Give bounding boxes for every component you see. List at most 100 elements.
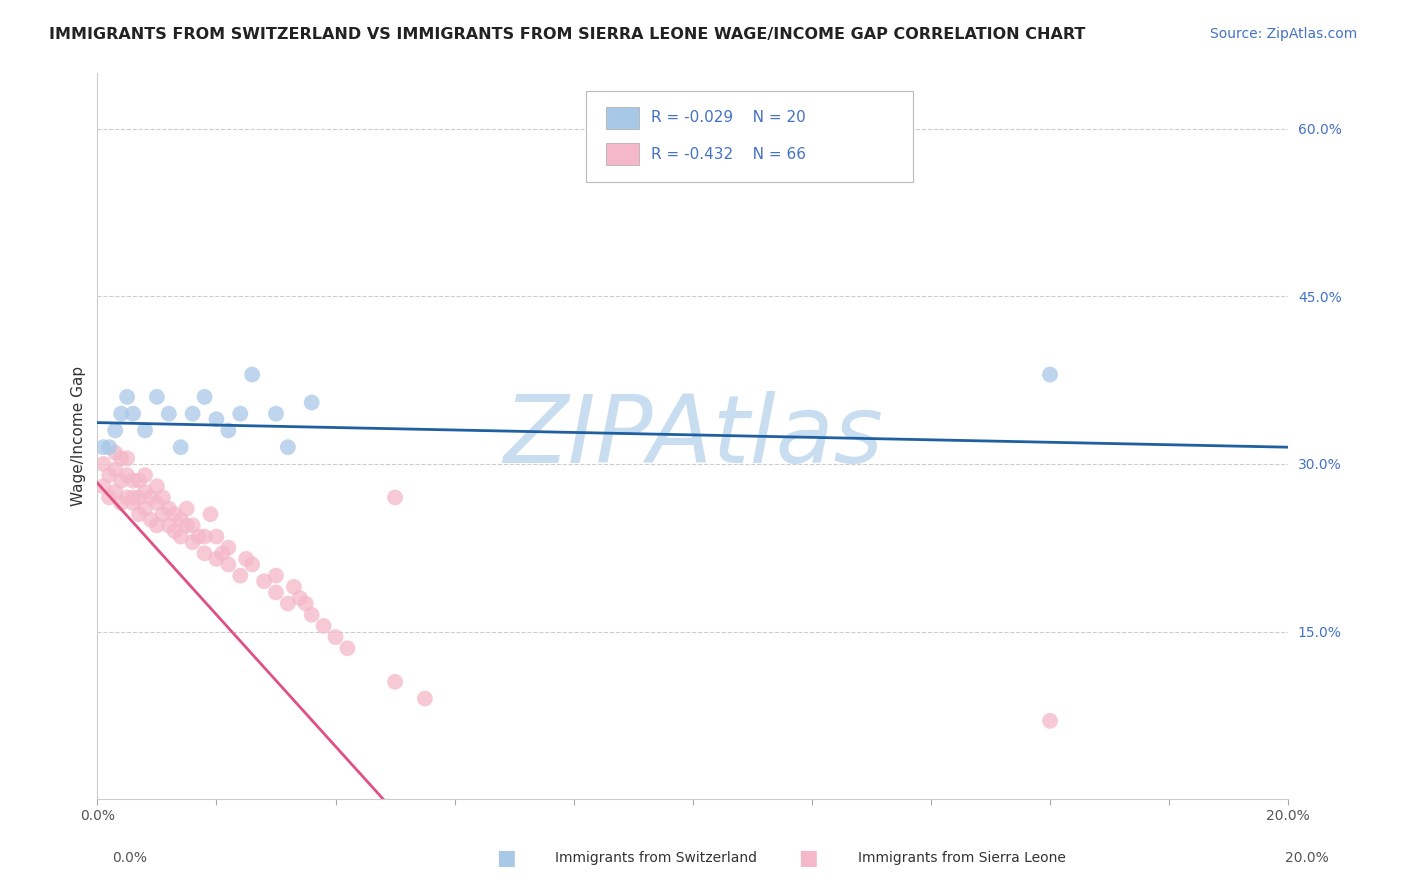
Point bbox=[157, 407, 180, 421]
Y-axis label: Wage/Income Gap: Wage/Income Gap bbox=[72, 366, 86, 506]
Point bbox=[110, 451, 132, 466]
Point bbox=[163, 524, 186, 538]
Point bbox=[146, 479, 169, 493]
Point bbox=[217, 558, 239, 572]
Point bbox=[193, 546, 215, 560]
Point bbox=[134, 484, 156, 499]
Point bbox=[110, 474, 132, 488]
Text: 0.0%: 0.0% bbox=[112, 851, 148, 865]
Point bbox=[152, 507, 174, 521]
Point bbox=[187, 530, 209, 544]
Point bbox=[336, 641, 359, 656]
Point bbox=[229, 407, 252, 421]
Point bbox=[240, 368, 263, 382]
Point bbox=[217, 541, 239, 555]
Point bbox=[325, 630, 347, 644]
Point bbox=[229, 568, 252, 582]
Point bbox=[152, 491, 174, 505]
Point bbox=[104, 462, 127, 476]
Point bbox=[122, 407, 145, 421]
Bar bbox=[606, 107, 640, 128]
Text: Immigrants from Switzerland: Immigrants from Switzerland bbox=[555, 851, 758, 865]
Point bbox=[91, 457, 114, 471]
Point bbox=[205, 552, 228, 566]
Text: R = -0.029    N = 20: R = -0.029 N = 20 bbox=[651, 111, 806, 126]
Point bbox=[163, 507, 186, 521]
Point bbox=[200, 507, 222, 521]
Point bbox=[98, 468, 121, 483]
Point bbox=[146, 518, 169, 533]
Point bbox=[146, 390, 169, 404]
Point bbox=[157, 518, 180, 533]
Point bbox=[176, 518, 198, 533]
Text: IMMIGRANTS FROM SWITZERLAND VS IMMIGRANTS FROM SIERRA LEONE WAGE/INCOME GAP CORR: IMMIGRANTS FROM SWITZERLAND VS IMMIGRANT… bbox=[49, 27, 1085, 42]
Text: Immigrants from Sierra Leone: Immigrants from Sierra Leone bbox=[858, 851, 1066, 865]
Point bbox=[283, 580, 305, 594]
Point bbox=[128, 474, 150, 488]
Point bbox=[312, 619, 335, 633]
Point bbox=[139, 513, 162, 527]
Point bbox=[205, 530, 228, 544]
Point bbox=[288, 591, 311, 605]
Point bbox=[264, 585, 287, 599]
Point bbox=[134, 501, 156, 516]
Point bbox=[115, 451, 138, 466]
Point bbox=[157, 501, 180, 516]
Point bbox=[115, 468, 138, 483]
Point bbox=[122, 474, 145, 488]
Point bbox=[104, 424, 127, 438]
Point bbox=[181, 535, 204, 549]
Point bbox=[128, 491, 150, 505]
Point bbox=[91, 479, 114, 493]
Text: Source: ZipAtlas.com: Source: ZipAtlas.com bbox=[1209, 27, 1357, 41]
Point bbox=[122, 496, 145, 510]
Point bbox=[277, 597, 299, 611]
Point bbox=[104, 484, 127, 499]
Point bbox=[181, 518, 204, 533]
Point bbox=[294, 597, 316, 611]
Point bbox=[211, 546, 233, 560]
Point bbox=[134, 468, 156, 483]
Point bbox=[301, 395, 323, 409]
Point bbox=[193, 390, 215, 404]
Point bbox=[170, 530, 193, 544]
Point bbox=[110, 496, 132, 510]
Point bbox=[115, 491, 138, 505]
FancyBboxPatch shape bbox=[585, 91, 912, 182]
Point bbox=[384, 674, 406, 689]
Point bbox=[217, 424, 239, 438]
Point bbox=[146, 496, 169, 510]
Point bbox=[264, 568, 287, 582]
Point bbox=[139, 491, 162, 505]
Point bbox=[277, 440, 299, 454]
Point bbox=[128, 507, 150, 521]
Point bbox=[104, 446, 127, 460]
Point bbox=[413, 691, 436, 706]
Point bbox=[176, 501, 198, 516]
Text: ZIPAtlas: ZIPAtlas bbox=[503, 391, 883, 482]
Point bbox=[193, 530, 215, 544]
Point bbox=[301, 607, 323, 622]
Point bbox=[170, 440, 193, 454]
Point bbox=[98, 440, 121, 454]
Point bbox=[91, 440, 114, 454]
Point bbox=[110, 407, 132, 421]
Point bbox=[253, 574, 276, 589]
Point bbox=[170, 513, 193, 527]
Point bbox=[98, 491, 121, 505]
Point bbox=[115, 390, 138, 404]
Point bbox=[240, 558, 263, 572]
Point bbox=[235, 552, 257, 566]
Text: R = -0.432    N = 66: R = -0.432 N = 66 bbox=[651, 147, 806, 161]
Point bbox=[1039, 368, 1062, 382]
Point bbox=[122, 491, 145, 505]
Point bbox=[264, 407, 287, 421]
Point bbox=[205, 412, 228, 426]
Text: 20.0%: 20.0% bbox=[1285, 851, 1329, 865]
Bar bbox=[606, 144, 640, 165]
Point bbox=[134, 424, 156, 438]
Text: ■: ■ bbox=[799, 848, 818, 868]
Text: ■: ■ bbox=[496, 848, 516, 868]
Point bbox=[384, 491, 406, 505]
Point bbox=[1039, 714, 1062, 728]
